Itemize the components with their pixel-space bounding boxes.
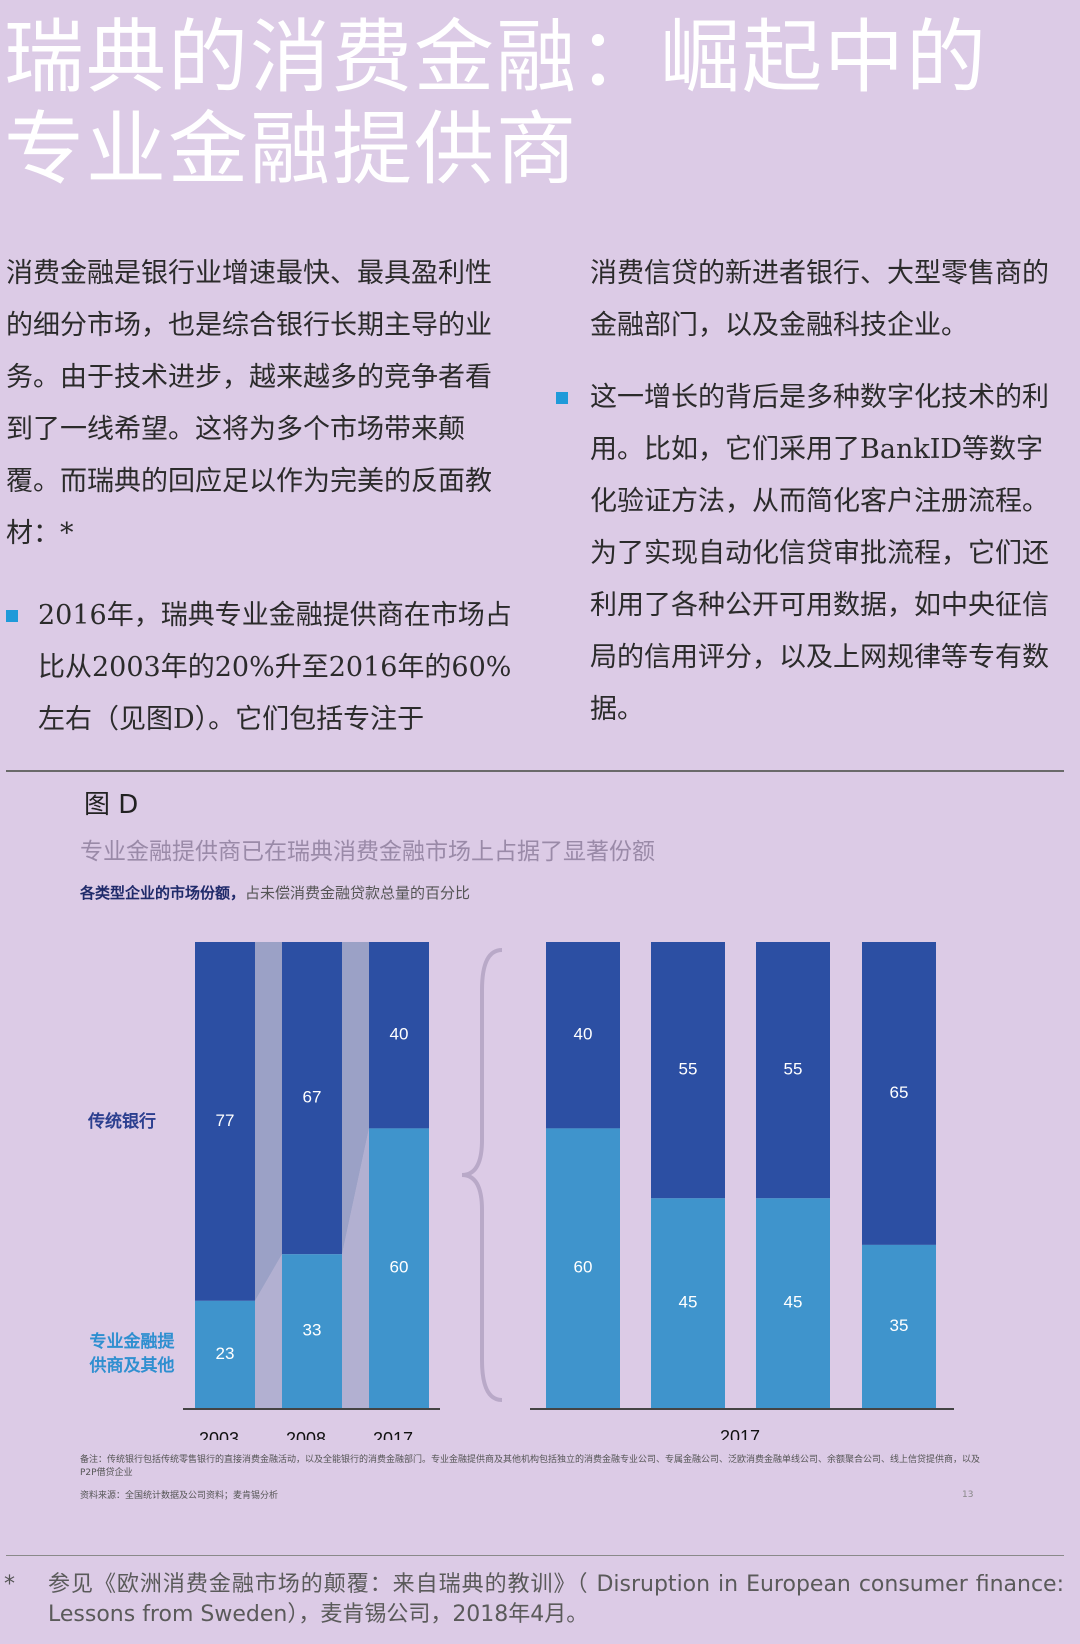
bullet-2-text: 这一增长的背后是多种数字化技术的利用。比如，它们采用了BankID等数字化验证方…	[590, 382, 1049, 725]
footnote-rule	[6, 1555, 1064, 1556]
bar-label-specialist: 35	[890, 1316, 909, 1335]
bar-label-traditional: 67	[303, 1088, 322, 1107]
bar-specialist	[546, 1128, 620, 1408]
bullet-square-icon	[556, 392, 568, 404]
connector-traditional	[342, 942, 369, 1255]
intro-paragraph: 消费金融是银行业增速最快、最具盈利性的细分市场，也是综合银行长期主导的业务。由于…	[6, 258, 492, 549]
x-tick-label: 2003	[199, 1429, 239, 1440]
bar-traditional-bank	[195, 942, 255, 1301]
bar-traditional-bank	[369, 942, 429, 1129]
connector-traditional	[255, 942, 282, 1301]
x-tick-label: 2008	[286, 1429, 326, 1440]
figure-top-rule	[6, 770, 1064, 772]
figure-label: 图 D	[84, 790, 139, 820]
figure-subtitle-rest: 占未偿消费金融贷款总量的百分比	[245, 884, 471, 902]
figure-note: 备注：传统银行包括传统零售银行的直接消费金融活动，以及全能银行的消费金融部门。专…	[80, 1455, 981, 1478]
bar-label-traditional: 40	[390, 1025, 409, 1044]
bar-traditional-bank	[651, 942, 725, 1199]
right-column-continuation: 消费信贷的新进者银行、大型零售商的金融部门，以及金融科技企业。	[590, 258, 1049, 341]
brace-icon	[461, 948, 503, 1402]
bar-traditional-bank	[282, 942, 342, 1255]
bar-specialist	[862, 1244, 936, 1408]
figure-subtitle: 各类型企业的市场份额，占未偿消费金融贷款总量的百分比	[80, 882, 470, 903]
bar-label-specialist: 60	[574, 1258, 593, 1277]
page-title: 瑞典的消费金融：崛起中的专业金融提供商	[4, 11, 988, 196]
connector-specialist	[342, 1128, 369, 1408]
bar-specialist	[651, 1198, 725, 1408]
footnote-marker: *	[4, 1572, 15, 1597]
bar-label-traditional: 65	[890, 1083, 909, 1102]
bar-label-traditional: 55	[679, 1060, 698, 1079]
bar-traditional-bank	[546, 942, 620, 1129]
bullet-square-icon	[6, 610, 18, 622]
bar-label-traditional: 55	[784, 1060, 803, 1079]
bar-label-specialist: 60	[390, 1258, 409, 1277]
bar-traditional-bank	[756, 942, 830, 1199]
bullet-item-1: 2016年，瑞典专业金融提供商在市场占比从2003年的20%升至2016年的60…	[6, 590, 516, 746]
x-tick-label: 2017	[373, 1429, 413, 1440]
bar-specialist	[282, 1254, 342, 1408]
figure-page-number: 13	[962, 1490, 974, 1500]
figure-subtitle-bold: 各类型企业的市场份额，	[80, 884, 246, 902]
x-group-label: 2017	[720, 1427, 760, 1440]
figure-source: 资料来源：全国统计数据及公司资料；麦肯锡分析	[80, 1491, 279, 1501]
bar-specialist	[756, 1198, 830, 1408]
bar-label-specialist: 45	[679, 1293, 698, 1312]
series-label-specialist-line2: 供商及其他	[89, 1355, 175, 1376]
footnote-text: 参见《欧洲消费金融市场的颠覆：来自瑞典的教训》（ Disruption in E…	[48, 1572, 1064, 1627]
bar-label-specialist: 23	[216, 1344, 235, 1363]
bullet-1-text: 2016年，瑞典专业金融提供商在市场占比从2003年的20%升至2016年的60…	[38, 600, 512, 735]
bar-traditional-bank	[862, 942, 936, 1245]
bar-label-specialist: 33	[303, 1321, 322, 1340]
series-label-traditional: 传统银行	[87, 1111, 156, 1132]
bullet-item-2: 这一增长的背后是多种数字化技术的利用。比如，它们采用了BankID等数字化验证方…	[556, 372, 1066, 736]
bar-label-traditional: 77	[216, 1111, 235, 1130]
bar-specialist	[195, 1300, 255, 1408]
series-label-specialist-line1: 专业金融提	[90, 1331, 176, 1352]
bar-label-traditional: 40	[574, 1025, 593, 1044]
connector-specialist	[255, 1254, 282, 1408]
bar-label-specialist: 45	[784, 1293, 803, 1312]
bar-specialist	[369, 1128, 429, 1408]
figure-title: 专业金融提供商已在瑞典消费金融市场上占据了显著份额	[80, 839, 655, 865]
